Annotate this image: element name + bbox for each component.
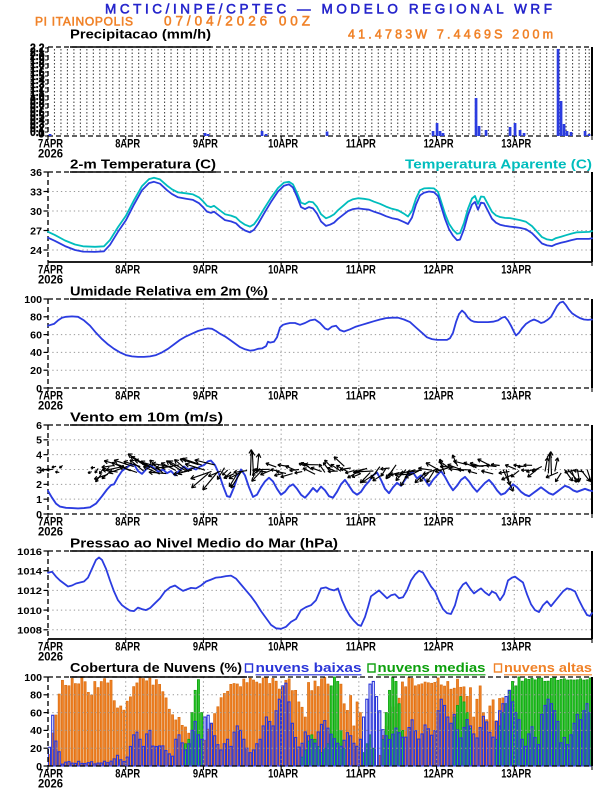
svg-text:10APR: 10APR xyxy=(268,515,298,529)
svg-text:10APR: 10APR xyxy=(268,389,298,403)
svg-text:10APR: 10APR xyxy=(268,137,298,151)
svg-text:nuvens medias: nuvens medias xyxy=(378,661,486,675)
svg-text:8APR: 8APR xyxy=(115,767,140,781)
svg-text:80: 80 xyxy=(30,690,42,702)
svg-text:2026: 2026 xyxy=(38,525,63,539)
svg-text:8APR: 8APR xyxy=(115,263,140,277)
svg-text:12APR: 12APR xyxy=(424,263,454,277)
svg-text:2026: 2026 xyxy=(38,650,63,664)
svg-text:6: 6 xyxy=(36,420,42,432)
svg-text:11APR: 11APR xyxy=(346,767,376,781)
svg-text:5: 5 xyxy=(36,435,42,447)
svg-text:11APR: 11APR xyxy=(346,137,376,151)
svg-text:PI ITAINOPOLIS: PI ITAINOPOLIS xyxy=(35,15,133,29)
svg-text:8APR: 8APR xyxy=(115,137,140,151)
svg-text:13APR: 13APR xyxy=(501,640,531,654)
svg-text:11APR: 11APR xyxy=(346,640,376,654)
svg-text:11APR: 11APR xyxy=(346,515,376,529)
svg-text:8APR: 8APR xyxy=(115,389,140,403)
svg-text:60: 60 xyxy=(30,329,42,341)
svg-text:13APR: 13APR xyxy=(501,389,531,403)
svg-text:24: 24 xyxy=(30,245,42,257)
svg-text:2026: 2026 xyxy=(38,399,63,413)
svg-text:2026: 2026 xyxy=(38,777,63,791)
svg-text:MCTIC/INPE/CPTEC — MODELO REGI: MCTIC/INPE/CPTEC — MODELO REGIONAL WRF xyxy=(105,2,552,17)
svg-text:13APR: 13APR xyxy=(501,137,531,151)
svg-text:12APR: 12APR xyxy=(424,515,454,529)
svg-text:1014: 1014 xyxy=(17,567,43,578)
svg-text:Temperatura Aparente (C): Temperatura Aparente (C) xyxy=(405,158,592,172)
svg-text:9APR: 9APR xyxy=(193,263,218,277)
svg-text:Vento em 10m (m/s): Vento em 10m (m/s) xyxy=(70,411,223,425)
svg-text:2-m Temperatura (C): 2-m Temperatura (C) xyxy=(70,158,216,172)
svg-text:9APR: 9APR xyxy=(193,767,218,781)
svg-text:100: 100 xyxy=(24,294,42,306)
svg-text:10APR: 10APR xyxy=(268,767,298,781)
svg-text:1008: 1008 xyxy=(17,626,42,637)
svg-text:9APR: 9APR xyxy=(193,640,218,654)
svg-text:40: 40 xyxy=(30,347,42,359)
svg-text:10APR: 10APR xyxy=(268,640,298,654)
svg-text:Cobertura de Nuvens (%): Cobertura de Nuvens (%) xyxy=(70,661,242,675)
svg-text:2.2: 2.2 xyxy=(30,43,45,55)
svg-text:30: 30 xyxy=(30,206,42,218)
svg-text:8APR: 8APR xyxy=(115,640,140,654)
svg-text:41.4783W 7.4469S 200m: 41.4783W 7.4469S 200m xyxy=(348,28,553,42)
svg-text:13APR: 13APR xyxy=(501,767,531,781)
svg-text:1010: 1010 xyxy=(17,606,42,617)
svg-text:nuvens baixas: nuvens baixas xyxy=(256,661,362,675)
svg-text:2026: 2026 xyxy=(38,147,63,161)
svg-text:9APR: 9APR xyxy=(193,515,218,529)
svg-text:8APR: 8APR xyxy=(115,515,140,529)
svg-text:100: 100 xyxy=(24,672,42,684)
svg-text:20: 20 xyxy=(30,743,42,755)
svg-text:1012: 1012 xyxy=(17,586,42,597)
svg-text:2026: 2026 xyxy=(38,273,63,287)
svg-text:1016: 1016 xyxy=(17,547,42,558)
svg-text:12APR: 12APR xyxy=(424,137,454,151)
svg-text:4: 4 xyxy=(36,449,42,461)
svg-text:nuvens altas: nuvens altas xyxy=(504,661,592,675)
svg-text:12APR: 12APR xyxy=(424,767,454,781)
svg-text:13APR: 13APR xyxy=(501,515,531,529)
svg-text:27: 27 xyxy=(30,225,42,237)
svg-text:20: 20 xyxy=(30,365,42,377)
svg-text:2: 2 xyxy=(36,479,42,491)
svg-text:9APR: 9APR xyxy=(193,137,218,151)
svg-text:33: 33 xyxy=(30,186,42,198)
svg-text:80: 80 xyxy=(30,312,42,324)
svg-text:Umidade Relativa em 2m (%): Umidade Relativa em 2m (%) xyxy=(70,285,268,299)
svg-text:9APR: 9APR xyxy=(193,389,218,403)
svg-text:11APR: 11APR xyxy=(346,263,376,277)
svg-text:Pressao ao Nivel Medio do Mar: Pressao ao Nivel Medio do Mar (hPa) xyxy=(70,537,338,551)
svg-text:Precipitacao (mm/h): Precipitacao (mm/h) xyxy=(70,28,211,42)
svg-text:36: 36 xyxy=(30,167,42,179)
svg-text:13APR: 13APR xyxy=(501,263,531,277)
svg-text:11APR: 11APR xyxy=(346,389,376,403)
svg-text:12APR: 12APR xyxy=(424,640,454,654)
svg-text:10APR: 10APR xyxy=(268,263,298,277)
svg-text:60: 60 xyxy=(30,707,42,719)
svg-text:1: 1 xyxy=(36,494,42,506)
svg-text:12APR: 12APR xyxy=(424,389,454,403)
svg-text:40: 40 xyxy=(30,725,42,737)
